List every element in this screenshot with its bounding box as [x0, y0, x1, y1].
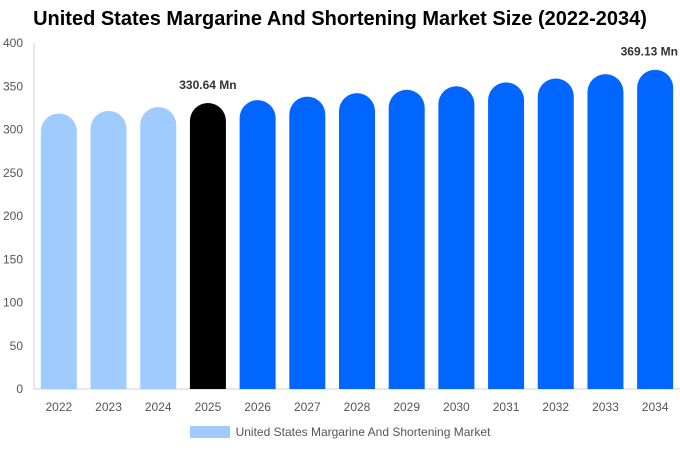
- x-tick-label: 2033: [592, 400, 619, 414]
- bar-2026: [239, 100, 276, 389]
- bar-2024: [140, 107, 177, 389]
- bar-2027: [289, 96, 326, 389]
- x-tick-label: 2030: [443, 400, 470, 414]
- y-tick-label: 300: [3, 123, 23, 137]
- y-tick-label: 100: [3, 296, 23, 310]
- legend-swatch: [189, 426, 230, 438]
- bar-2033: [587, 74, 624, 389]
- chart-title: United States Margarine And Shortening M…: [33, 8, 647, 30]
- x-tick-label: 2023: [95, 400, 122, 414]
- x-tick-label: 2022: [45, 400, 72, 414]
- bar-2028: [339, 93, 375, 390]
- data-label-2025: 330.64 Mn: [179, 78, 236, 92]
- x-tick-label: 2024: [145, 400, 172, 414]
- legend-label: United States Margarine And Shortening M…: [235, 425, 491, 439]
- y-tick-label: 200: [3, 209, 23, 223]
- x-tick-label: 2027: [294, 400, 321, 414]
- x-tick-label: 2028: [344, 400, 371, 414]
- x-tick-label: 2025: [195, 400, 222, 414]
- y-tick-label: 400: [3, 36, 23, 50]
- bar-2034: [637, 69, 674, 390]
- x-tick-label: 2032: [542, 400, 569, 414]
- y-tick-label: 350: [3, 79, 23, 93]
- bar-2022: [40, 113, 77, 389]
- legend: United States Margarine And Shortening M…: [0, 425, 680, 439]
- bar-2031: [488, 82, 525, 389]
- bar-2025: [189, 102, 226, 389]
- y-tick-label: 0: [16, 382, 23, 396]
- x-tick-label: 2029: [393, 400, 420, 414]
- x-tick-label: 2026: [244, 400, 271, 414]
- data-label-2034: 369.13 Mn: [621, 45, 678, 59]
- bar-2029: [388, 89, 425, 389]
- x-tick-label: 2031: [493, 400, 520, 414]
- bar-2032: [537, 78, 574, 389]
- y-tick-label: 150: [3, 252, 23, 266]
- x-tick-label: 2034: [642, 400, 669, 414]
- y-tick-label: 50: [10, 339, 24, 353]
- bar-2030: [438, 86, 475, 389]
- y-tick-label: 250: [3, 166, 23, 180]
- bar-2023: [90, 110, 127, 389]
